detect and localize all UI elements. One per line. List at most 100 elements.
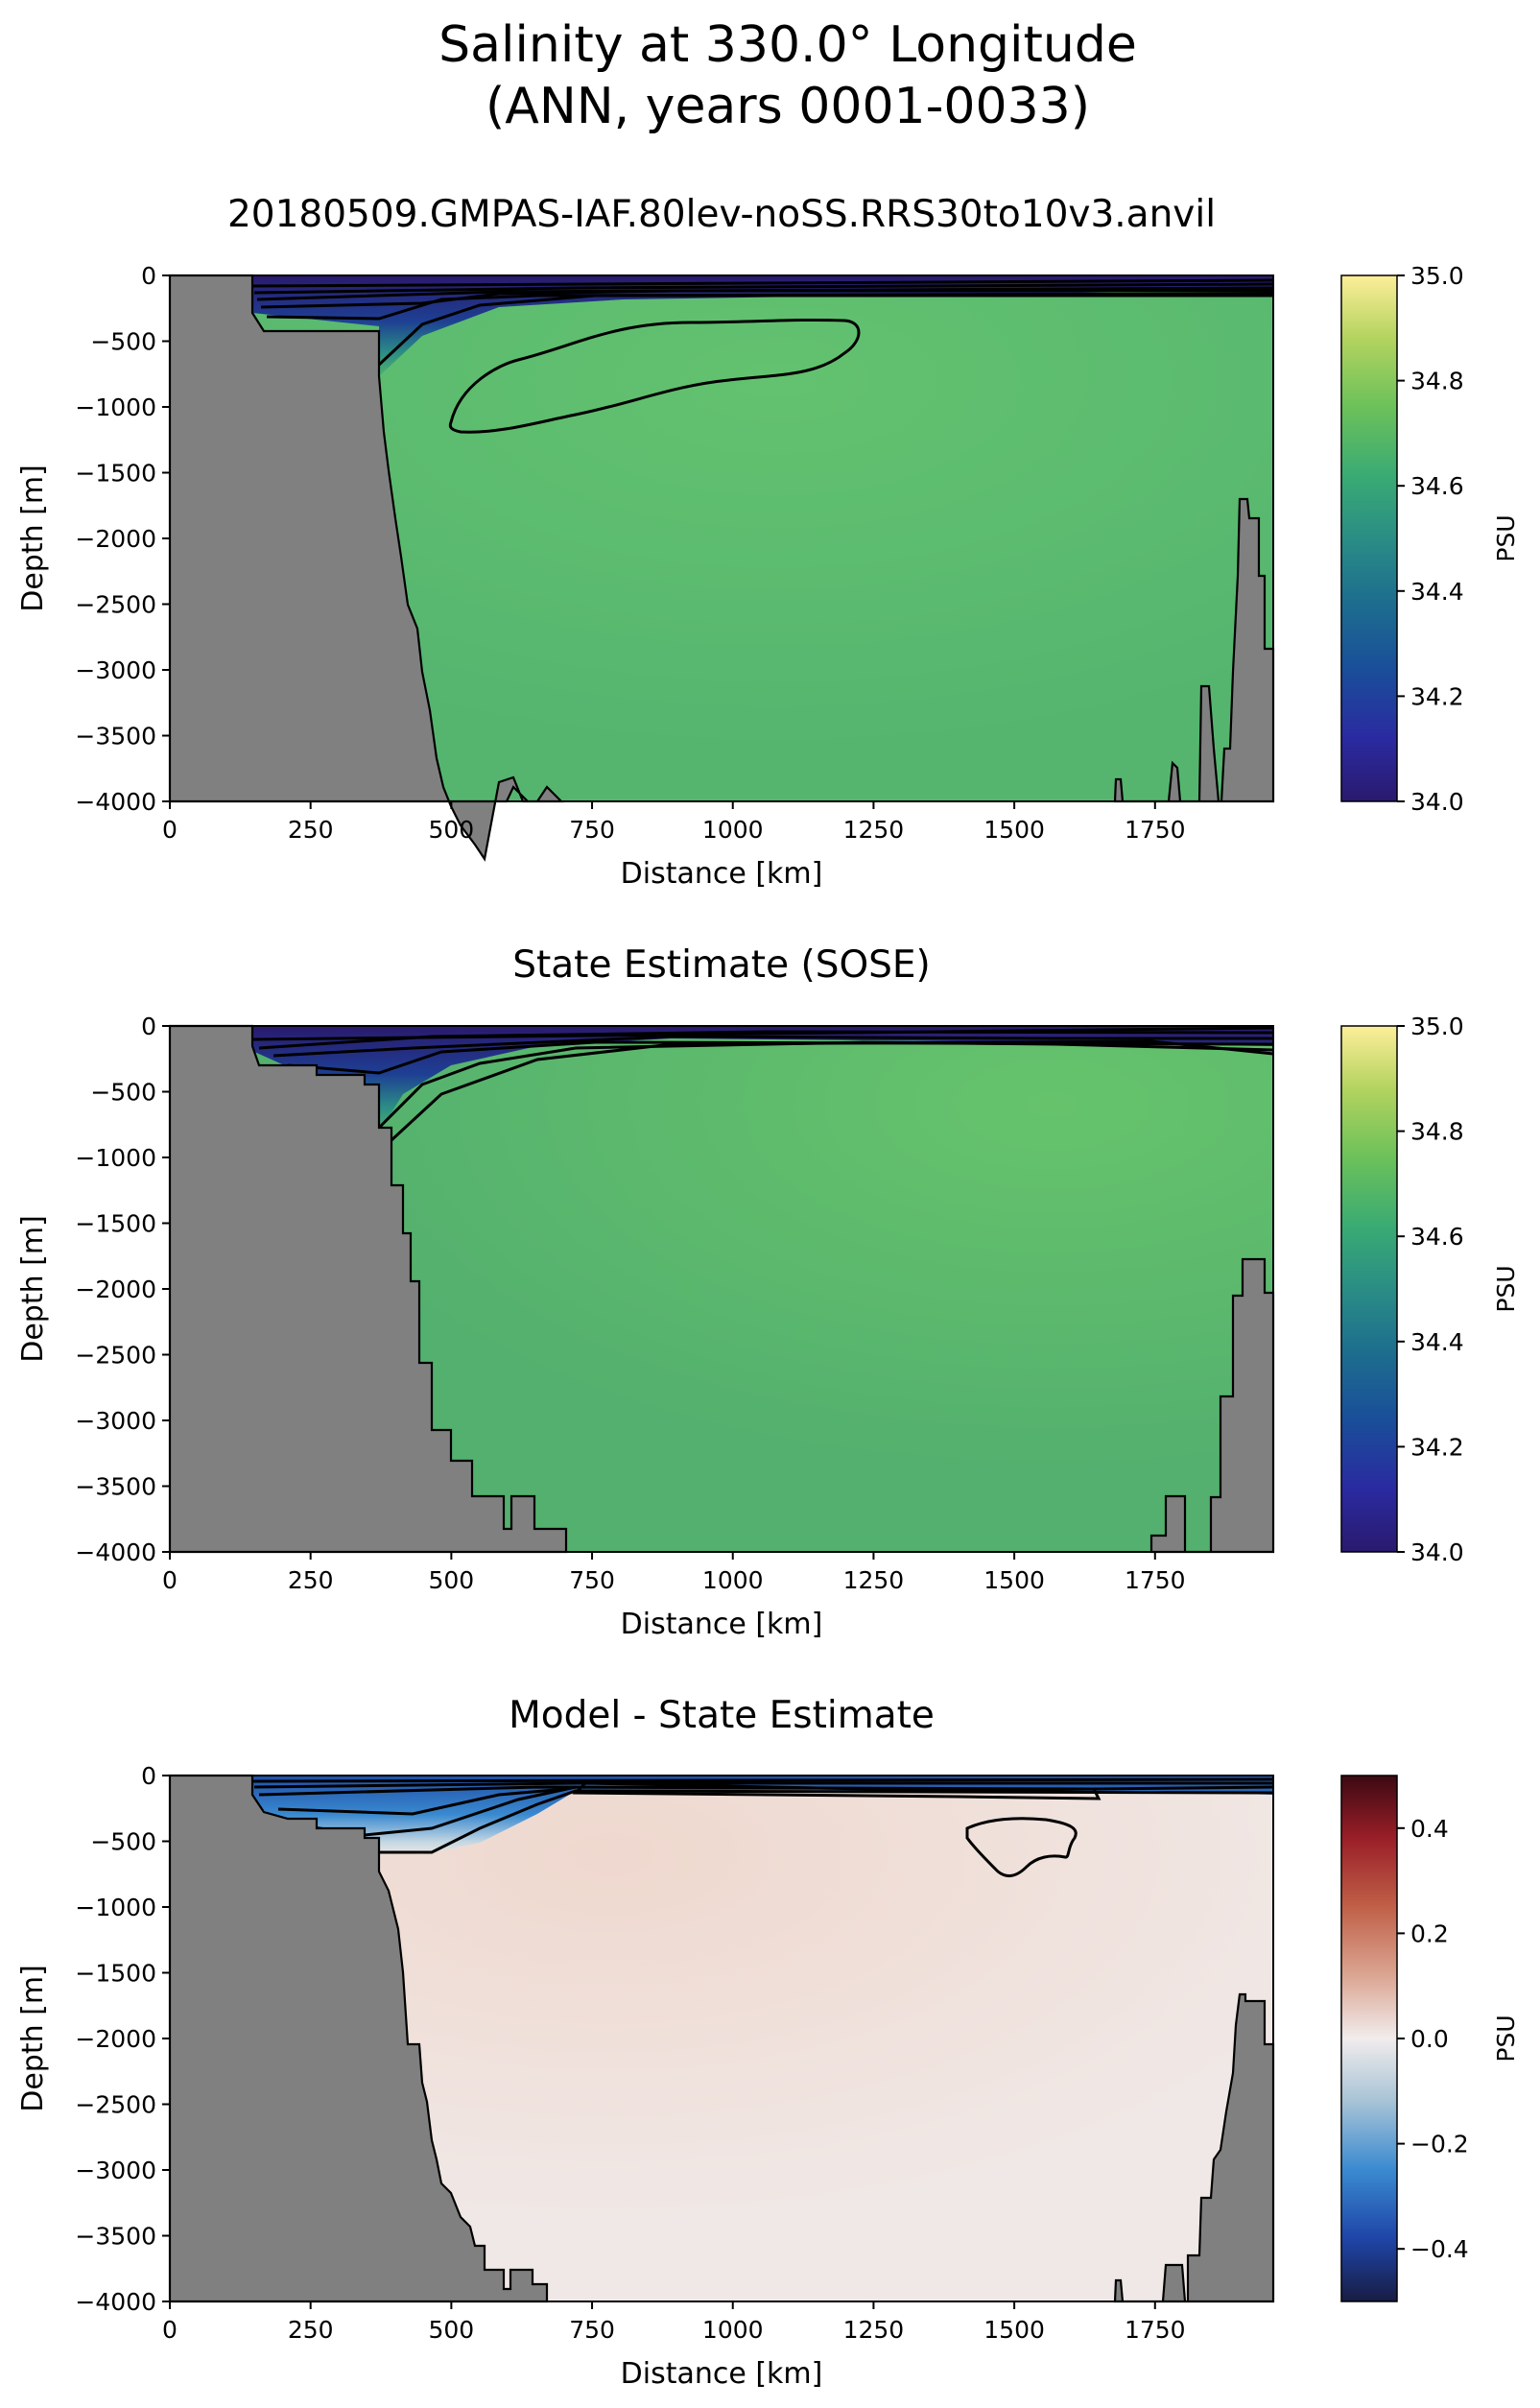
y-tick-label: −1500 [75, 1960, 156, 1988]
y-tick-label: −1000 [75, 1144, 156, 1172]
y-axis-label: Depth [m] [16, 1215, 50, 1363]
colorbar-tick-label: 34.4 [1410, 1328, 1464, 1356]
y-tick-label: −1000 [75, 393, 156, 421]
y-tick-label: −2500 [75, 2091, 156, 2119]
x-tick-label: 1500 [983, 2316, 1045, 2344]
y-tick-label: −3000 [75, 1407, 156, 1435]
colorbar: 0.4 0.2 0.0 −0.2 −0.4 PSU [1340, 1775, 1520, 2302]
land-mask-right [1149, 1257, 1275, 1554]
colorbar-tick-label: 34.6 [1410, 1223, 1464, 1251]
x-tick-label: 1000 [702, 2316, 764, 2344]
colorbar-tick-label: 34.4 [1410, 578, 1464, 606]
x-tick-label: 500 [429, 2316, 475, 2344]
y-tick-label: 0 [141, 262, 156, 290]
x-tick-label: 1750 [1125, 2316, 1186, 2344]
x-tick-label: 1250 [843, 1566, 905, 1594]
x-axis-label: Distance [km] [621, 1608, 823, 1641]
panel-title: Model - State Estimate [509, 1694, 935, 1737]
x-tick-label: 0 [162, 816, 178, 844]
colorbar-tick-label: 34.6 [1410, 472, 1464, 500]
y-tick-label: −3000 [75, 2157, 156, 2184]
x-tick-label: 250 [288, 816, 334, 844]
colorbar-tick-label: 0.4 [1410, 1815, 1449, 1843]
x-tick-label: 750 [569, 1566, 615, 1594]
colorbar-label: PSU [1492, 2015, 1520, 2062]
colorbar-tick-label: 35.0 [1410, 262, 1464, 290]
x-tick-label: 1250 [843, 816, 905, 844]
colorbar-ramp [1340, 274, 1398, 802]
colorbar-tick-label: 34.0 [1410, 788, 1464, 816]
y-tick-label: −3500 [75, 1473, 156, 1501]
y-tick-label: −1000 [75, 1894, 156, 1921]
x-tick-label: 750 [569, 816, 615, 844]
colorbar-tick-label: −0.2 [1410, 2131, 1469, 2158]
x-tick-label: 1500 [983, 816, 1045, 844]
contours [251, 278, 1274, 434]
closed-contour-loop [448, 318, 861, 434]
panel-sose: State Estimate (SOSE) 0 −500 −1000 −1500 −20… [16, 943, 1520, 1641]
y-tick-label: −2500 [75, 1342, 156, 1370]
y-tick-label: −3500 [75, 723, 156, 751]
colorbar-ramp [1340, 1025, 1398, 1553]
y-tick-label: −2000 [75, 525, 156, 553]
x-tick-label: 1250 [843, 2316, 905, 2344]
land-mask [168, 1774, 549, 2303]
land-mask [168, 1024, 568, 1554]
x-tick-label: 1000 [702, 816, 764, 844]
figure-title-line2: (ANN, years 0001-0033) [486, 78, 1090, 135]
y-tick-label: −1500 [75, 1210, 156, 1238]
x-tick-label: 1750 [1125, 816, 1186, 844]
colorbar: 34.0 34.2 34.4 34.6 34.8 35.0 PSU [1340, 262, 1520, 816]
y-tick-label: −2000 [75, 1276, 156, 1303]
y-tick-label: −500 [90, 1079, 156, 1107]
colorbar-label: PSU [1492, 1265, 1520, 1312]
y-tick-label: −4000 [75, 1538, 156, 1566]
colorbar-tick-label: 34.2 [1410, 1433, 1464, 1461]
x-tick-label: 250 [288, 1566, 334, 1594]
fresh-surface-layer [252, 1026, 1273, 1132]
y-tick-label: 0 [141, 1013, 156, 1040]
x-tick-label: 1750 [1125, 1566, 1186, 1594]
x-tick-label: 1000 [702, 1566, 764, 1594]
x-tick-label: 1500 [983, 1566, 1045, 1594]
figure-title-line1: Salinity at 330.0° Longitude [438, 16, 1137, 74]
colorbar-tick-label: 34.8 [1410, 1118, 1464, 1146]
colorbar-tick-label: 34.2 [1410, 682, 1464, 710]
contours [251, 1026, 1274, 1154]
y-tick-label: −500 [90, 328, 156, 356]
colorbar: 34.0 34.2 34.4 34.6 34.8 35.0 PSU [1340, 1013, 1520, 1566]
y-tick-label: −500 [90, 1828, 156, 1856]
x-tick-label: 0 [162, 2316, 178, 2344]
x-axis-label: Distance [km] [621, 2357, 823, 2391]
y-tick-label: −2000 [75, 2025, 156, 2053]
x-tick-label: 0 [162, 1566, 178, 1594]
colorbar-tick-label: 0.2 [1410, 1919, 1449, 1947]
y-tick-label: −4000 [75, 788, 156, 816]
colorbar-tick-label: 35.0 [1410, 1013, 1464, 1040]
x-axis-label: Distance [km] [621, 857, 823, 891]
x-tick-label: 250 [288, 2316, 334, 2344]
y-tick-label: −4000 [75, 2288, 156, 2316]
fresh-surface-layer [252, 275, 1273, 376]
panel-difference: Model - State Estimate 0 −500 −1000 −1500 −2… [16, 1694, 1520, 2391]
y-tick-label: −1500 [75, 460, 156, 488]
panel-title: 20180509.GMPAS-IAF.80lev-noSS.RRS30to10v… [227, 193, 1216, 236]
colorbar-ramp [1340, 1775, 1398, 2302]
panel-title: State Estimate (SOSE) [512, 943, 931, 987]
y-tick-label: −3000 [75, 656, 156, 684]
y-axis-label: Depth [m] [16, 1965, 50, 2112]
y-tick-label: −2500 [75, 591, 156, 619]
y-tick-label: 0 [141, 1762, 156, 1790]
colorbar-label: PSU [1492, 514, 1520, 561]
colorbar-tick-label: 34.0 [1410, 1538, 1464, 1566]
x-tick-label: 500 [429, 1566, 475, 1594]
y-tick-label: −3500 [75, 2223, 156, 2251]
colorbar-tick-label: 34.8 [1410, 368, 1464, 395]
y-axis-label: Depth [m] [16, 465, 50, 612]
x-tick-label: 750 [569, 2316, 615, 2344]
closed-contour-loop [965, 1817, 1078, 1878]
panel-model: 20180509.GMPAS-IAF.80lev-noSS.RRS30to10v… [16, 193, 1520, 891]
colorbar-tick-label: 0.0 [1410, 2025, 1449, 2053]
x-tick-label: 500 [429, 816, 475, 844]
